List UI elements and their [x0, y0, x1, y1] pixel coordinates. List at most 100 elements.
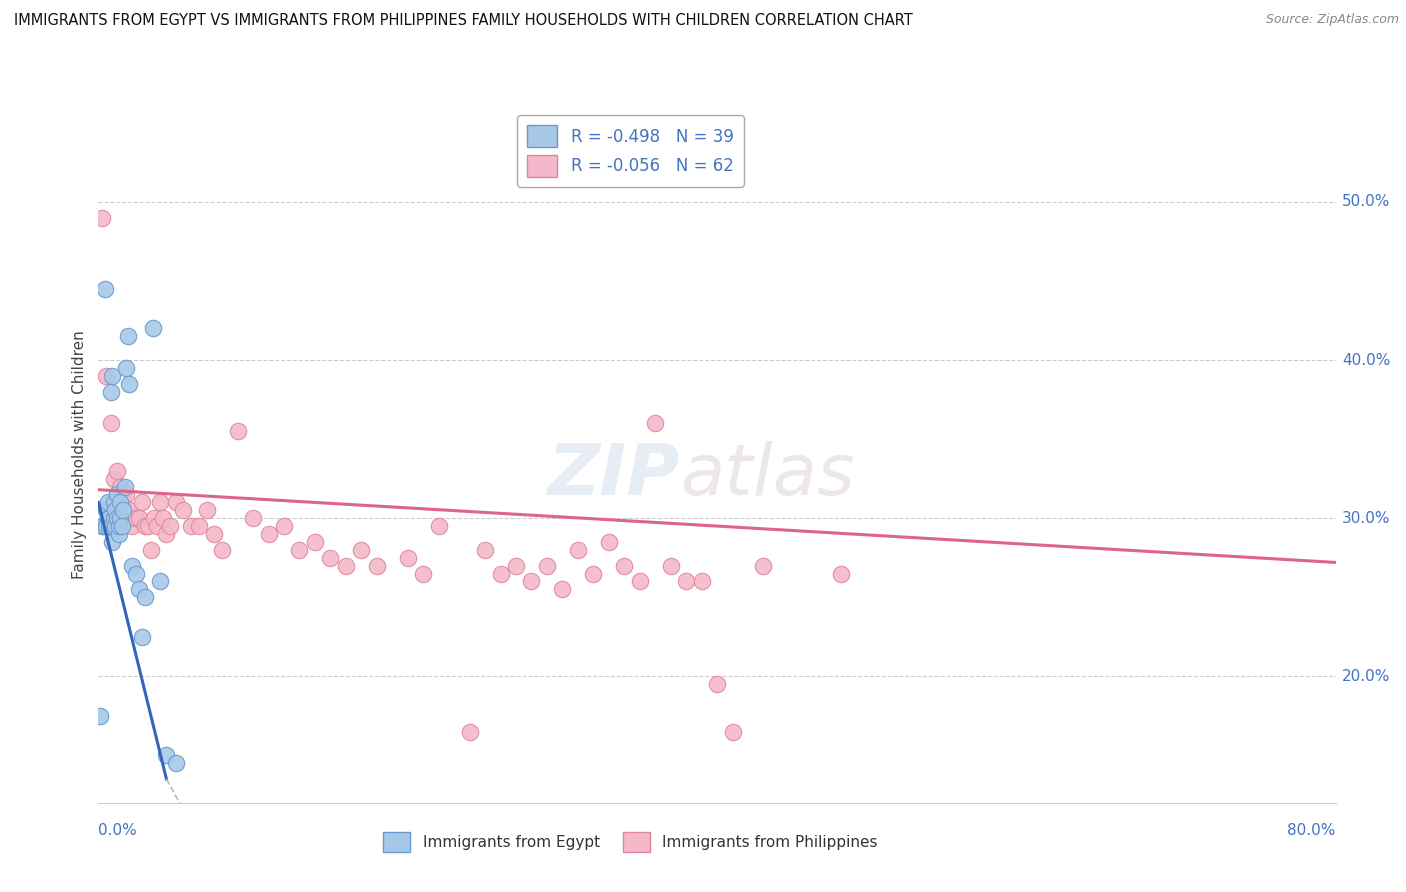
- Point: [690, 574, 713, 589]
- Point: [288, 542, 311, 557]
- Point: [90, 211, 112, 225]
- Point: [139, 542, 162, 557]
- Point: [146, 519, 169, 533]
- Point: [152, 511, 174, 525]
- Point: [165, 495, 187, 509]
- Point: [598, 535, 620, 549]
- Point: [100, 519, 122, 533]
- Point: [644, 417, 666, 431]
- Point: [97, 495, 120, 509]
- Text: 0.0%: 0.0%: [98, 823, 138, 838]
- Point: [131, 495, 153, 509]
- Point: [335, 558, 357, 573]
- Point: [121, 558, 143, 573]
- Point: [108, 511, 131, 525]
- Point: [134, 591, 156, 605]
- Text: 40.0%: 40.0%: [1341, 352, 1391, 368]
- Point: [108, 479, 131, 493]
- Point: [659, 558, 682, 573]
- Point: [226, 424, 249, 438]
- Text: IMMIGRANTS FROM EGYPT VS IMMIGRANTS FROM PHILIPPINES FAMILY HOUSEHOLDS WITH CHIL: IMMIGRANTS FROM EGYPT VS IMMIGRANTS FROM…: [14, 13, 912, 29]
- Point: [111, 519, 132, 533]
- Point: [159, 519, 181, 533]
- Point: [304, 535, 326, 549]
- Point: [114, 479, 136, 493]
- Point: [136, 519, 159, 533]
- Point: [180, 519, 202, 533]
- Legend: Immigrants from Egypt, Immigrants from Philippines: Immigrants from Egypt, Immigrants from P…: [377, 826, 884, 858]
- Point: [149, 495, 172, 509]
- Text: Source: ZipAtlas.com: Source: ZipAtlas.com: [1265, 13, 1399, 27]
- Point: [396, 550, 419, 565]
- Text: 20.0%: 20.0%: [1341, 669, 1391, 684]
- Point: [165, 756, 187, 771]
- Point: [752, 558, 775, 573]
- Point: [149, 574, 172, 589]
- Point: [366, 558, 388, 573]
- Point: [117, 329, 139, 343]
- Point: [830, 566, 852, 581]
- Text: 50.0%: 50.0%: [1341, 194, 1391, 210]
- Point: [98, 519, 121, 533]
- Point: [98, 511, 121, 525]
- Point: [105, 511, 128, 525]
- Point: [628, 574, 651, 589]
- Point: [188, 519, 211, 533]
- Point: [108, 495, 131, 509]
- Point: [427, 519, 450, 533]
- Point: [115, 487, 138, 501]
- Point: [103, 511, 125, 525]
- Point: [128, 511, 150, 525]
- Point: [107, 519, 129, 533]
- Point: [91, 519, 114, 533]
- Point: [536, 558, 558, 573]
- Point: [90, 519, 112, 533]
- Point: [96, 368, 118, 383]
- Text: atlas: atlas: [681, 442, 855, 510]
- Point: [567, 542, 589, 557]
- Point: [124, 566, 146, 581]
- Point: [128, 582, 150, 597]
- Point: [155, 527, 177, 541]
- Point: [141, 321, 165, 335]
- Point: [489, 566, 512, 581]
- Point: [211, 542, 233, 557]
- Text: ZIP: ZIP: [548, 442, 681, 510]
- Point: [273, 519, 295, 533]
- Point: [172, 503, 194, 517]
- Point: [118, 503, 141, 517]
- Point: [412, 566, 434, 581]
- Point: [104, 519, 127, 533]
- Point: [131, 630, 153, 644]
- Point: [101, 535, 124, 549]
- Point: [458, 724, 481, 739]
- Point: [96, 519, 118, 533]
- Point: [105, 464, 128, 478]
- Point: [551, 582, 574, 597]
- Point: [505, 558, 527, 573]
- Point: [101, 368, 124, 383]
- Point: [107, 527, 129, 541]
- Point: [121, 519, 143, 533]
- Point: [89, 709, 111, 723]
- Point: [105, 487, 128, 501]
- Point: [96, 503, 118, 517]
- Point: [97, 511, 120, 525]
- Point: [195, 503, 218, 517]
- Point: [103, 472, 125, 486]
- Point: [155, 748, 177, 763]
- Text: 30.0%: 30.0%: [1341, 511, 1391, 525]
- Point: [100, 417, 122, 431]
- Point: [143, 511, 166, 525]
- Text: 80.0%: 80.0%: [1288, 823, 1336, 838]
- Y-axis label: Family Households with Children: Family Households with Children: [72, 331, 87, 579]
- Point: [112, 495, 135, 509]
- Point: [134, 519, 156, 533]
- Point: [118, 376, 141, 391]
- Point: [124, 511, 146, 525]
- Point: [520, 574, 543, 589]
- Point: [104, 503, 127, 517]
- Point: [721, 724, 744, 739]
- Point: [115, 361, 138, 376]
- Point: [706, 677, 728, 691]
